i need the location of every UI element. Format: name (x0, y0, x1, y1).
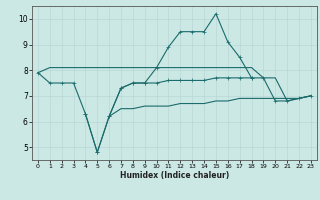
X-axis label: Humidex (Indice chaleur): Humidex (Indice chaleur) (120, 171, 229, 180)
